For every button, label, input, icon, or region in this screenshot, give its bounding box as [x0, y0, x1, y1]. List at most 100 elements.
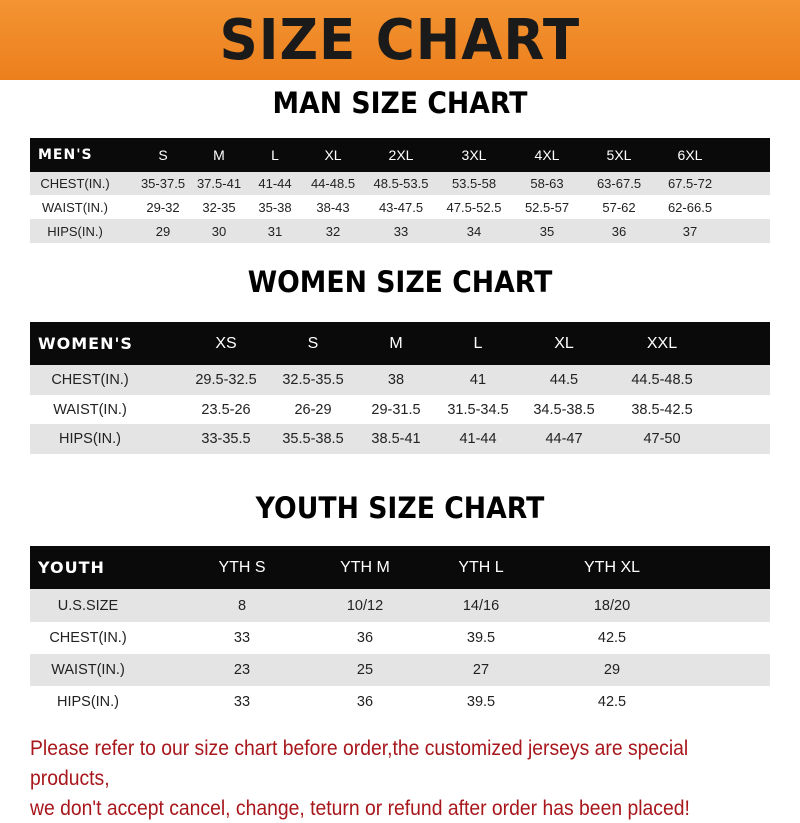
value-cell: 31 [267, 223, 283, 239]
value-cell: 36 [611, 223, 627, 239]
value-cell: 41-44 [258, 176, 292, 191]
value-cell: 35-37.5 [140, 176, 186, 191]
size-header-cell: M [389, 334, 403, 352]
value-cell: 10/12 [346, 597, 384, 614]
size-header-cell: M [213, 147, 225, 163]
value-cell: 34 [466, 223, 482, 239]
row-label: HIPS(IN.) [58, 431, 122, 447]
value-cell: 29.5-32.5 [195, 372, 257, 388]
value-cell: 67.5-72 [667, 176, 713, 191]
value-cell: 44.5 [549, 372, 579, 388]
value-cell: 57-62 [602, 199, 636, 215]
value-cell: 42.5 [597, 630, 627, 646]
value-cell: 62-66.5 [667, 199, 713, 215]
size-header-cell: 5XL [606, 147, 632, 163]
value-cell: 37.5-41 [196, 176, 242, 191]
size-header-cell: XL [324, 147, 342, 163]
table-row: HIPS(IN.) 29 30 31 32 33 34 35 36 37 [30, 219, 770, 243]
value-cell: 33 [393, 223, 409, 239]
value-cell: 47-50 [643, 431, 681, 447]
header-row: MEN'S S M L XL 2XL 3XL 4XL 5XL 6XL [30, 138, 770, 172]
row-label: WAIST(IN.) [53, 401, 127, 418]
value-cell: 38-43 [316, 199, 350, 215]
value-cell: 30 [211, 223, 227, 239]
value-cell: 29 [603, 662, 621, 678]
value-cell: 39.5 [466, 694, 496, 710]
row-label: WAIST(IN.) [42, 199, 108, 215]
value-cell: 32.5-35.5 [282, 372, 344, 388]
value-cell: 14/16 [462, 597, 500, 614]
value-cell: 29-31.5 [371, 401, 421, 418]
size-header-cell: YTH M [340, 558, 390, 576]
table-row: U.S.SIZE 8 10/12 14/16 18/20 [30, 589, 770, 622]
men-title: MAN SIZE CHART [272, 86, 528, 120]
value-cell: 41 [469, 372, 487, 388]
row-label: CHEST(IN.) [40, 176, 110, 191]
value-cell: 32 [325, 223, 341, 239]
value-cell: 29 [155, 223, 171, 239]
value-cell: 53.5-58 [451, 176, 497, 191]
row-label: CHEST(IN.) [51, 372, 129, 388]
value-cell: 41-44 [459, 431, 497, 447]
header-row: WOMEN'S XS S M L XL XXL [30, 322, 770, 365]
value-cell: 8 [237, 597, 247, 614]
table-row: WAIST(IN.) 29-32 32-35 35-38 38-43 43-47.5 47.… [30, 195, 770, 219]
value-cell: 33-35.5 [201, 431, 251, 447]
size-header-cell: S [158, 147, 168, 163]
value-cell: 18/20 [593, 597, 631, 614]
value-cell: 35-38 [258, 199, 292, 215]
size-header-cell: YTH XL [583, 558, 641, 576]
value-cell: 33 [233, 694, 251, 710]
size-header-cell: L [473, 334, 483, 352]
value-cell: 23 [233, 662, 251, 678]
row-label: CHEST(IN.) [49, 630, 127, 646]
table-title-cell: YOUTH [38, 558, 105, 577]
notice: Please refer to our size chart before or… [30, 733, 714, 823]
value-cell: 43-47.5 [378, 199, 424, 215]
value-cell: 38.5-42.5 [631, 401, 693, 418]
value-cell: 58-63 [530, 176, 564, 191]
value-cell: 38 [387, 372, 405, 388]
row-label: U.S.SIZE [57, 597, 119, 614]
row-label: WAIST(IN.) [51, 662, 125, 678]
size-header-cell: YTH S [218, 558, 266, 576]
table-title-cell: WOMEN'S [38, 334, 133, 353]
notice-line-1: Please refer to our size chart before or… [30, 736, 689, 790]
value-cell: 44-48.5 [310, 176, 356, 191]
value-cell: 38.5-41 [371, 431, 421, 447]
value-cell: 42.5 [597, 694, 627, 710]
row-label: HIPS(IN.) [47, 223, 103, 239]
value-cell: 26-29 [294, 401, 332, 418]
value-cell: 63-67.5 [596, 176, 642, 191]
size-header-cell: 4XL [534, 147, 560, 163]
value-cell: 32-35 [202, 199, 236, 215]
size-header-cell: XS [215, 334, 237, 352]
youth-title: YOUTH SIZE CHART [255, 491, 545, 525]
value-cell: 35.5-38.5 [282, 431, 344, 447]
table-title-cell: MEN'S [38, 147, 93, 163]
table-row: HIPS(IN.) 33 36 39.5 42.5 [30, 686, 770, 718]
size-header-cell: XL [554, 334, 574, 352]
value-cell: 35 [539, 223, 555, 239]
size-header-cell: 2XL [388, 147, 414, 163]
size-header-cell: S [307, 334, 319, 352]
value-cell: 31.5-34.5 [447, 401, 509, 418]
banner-title: SIZE CHART [219, 7, 581, 73]
value-cell: 34.5-38.5 [533, 401, 595, 418]
table-row: WAIST(IN.) 23 25 27 29 [30, 654, 770, 686]
value-cell: 48.5-53.5 [373, 176, 429, 191]
value-cell: 39.5 [466, 630, 496, 646]
value-cell: 25 [356, 662, 374, 678]
size-header-cell: L [271, 147, 279, 163]
size-header-cell: XXL [646, 334, 678, 352]
size-header-cell: 6XL [677, 147, 703, 163]
table-row: CHEST(IN.) 33 36 39.5 42.5 [30, 622, 770, 654]
value-cell: 44-47 [545, 431, 583, 447]
table-row: HIPS(IN.) 33-35.5 35.5-38.5 38.5-41 41-44 44-… [30, 424, 770, 454]
size-header-cell: 3XL [461, 147, 487, 163]
notice-line-2: we don't accept cancel, change, teturn o… [30, 796, 690, 820]
value-cell: 23.5-26 [201, 401, 251, 418]
value-cell: 29-32 [146, 199, 180, 215]
table-row: CHEST(IN.) 29.5-32.5 32.5-35.5 38 41 44.5 44.5… [30, 365, 770, 395]
value-cell: 52.5-57 [524, 199, 570, 215]
